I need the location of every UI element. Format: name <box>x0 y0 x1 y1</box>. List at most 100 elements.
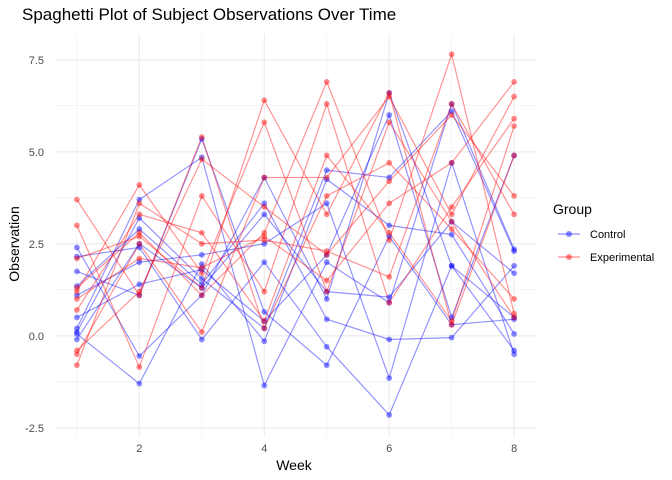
experimental-subject-3-point <box>323 248 330 255</box>
experimental-subject-10-point <box>386 93 393 100</box>
experimental-subject-4-point <box>73 288 80 295</box>
control-subject-3-point <box>73 336 80 343</box>
experimental-subject-8-point <box>73 285 80 291</box>
experimental-subject-3-point <box>386 274 393 280</box>
axis-layer: 2 4 6 8 -2.5 0.0 2.5 5.0 7.5 <box>25 55 517 455</box>
legend-item-experimental: Experimental <box>558 252 654 264</box>
experimental-subject-10-line <box>76 95 515 355</box>
experimental-subject-9-point <box>73 296 80 302</box>
control-subject-9-point <box>261 325 268 332</box>
control-subject-5-point <box>136 259 143 266</box>
control-subject-10-point <box>511 347 518 354</box>
control-subject-6-line <box>76 178 515 385</box>
experimental-subject-5-point <box>386 229 393 236</box>
y-axis-title: Observation <box>6 206 22 281</box>
control-subject-4-point <box>136 292 143 299</box>
control-subject-6-point <box>511 331 518 337</box>
y-tick-label: -2.5 <box>25 423 44 435</box>
x-tick-label: 2 <box>136 443 142 455</box>
legend-title: Group <box>553 201 592 217</box>
control-subject-2-point <box>73 325 80 332</box>
control-subject-1-point <box>261 174 268 181</box>
experimental-subject-1-point <box>73 196 80 203</box>
experimental-subject-1-point <box>136 292 143 299</box>
control-subject-1-point <box>386 89 393 96</box>
experimental-subject-7-point <box>261 204 268 210</box>
control-subject-2-point <box>386 299 393 306</box>
chart-title: Spaghetti Plot of Subject Observations O… <box>22 5 396 24</box>
experimental-subject-4-point <box>511 314 518 321</box>
control-subject-3-point <box>511 270 518 277</box>
control-subject-5-point <box>323 200 330 207</box>
control-subject-3-point <box>323 288 330 295</box>
experimental-subject-7-point <box>386 178 393 185</box>
control-subject-4-point <box>73 268 80 275</box>
experimental-subject-10-point <box>448 211 455 218</box>
control-subject-5-point <box>386 375 393 382</box>
experimental-subject-3-point <box>198 240 205 247</box>
experimental-subject-4-point <box>198 270 205 277</box>
control-subject-1-point <box>448 262 455 269</box>
control-subject-6-point <box>73 331 80 337</box>
control-subject-8-line <box>76 202 515 341</box>
experimental-subject-1-point <box>448 226 455 232</box>
control-subject-9-point <box>73 329 80 336</box>
control-subject-9-point <box>323 167 330 174</box>
control-subject-8-point <box>511 262 518 269</box>
experimental-subject-9-point <box>511 78 518 85</box>
legend-label-control: Control <box>590 229 625 241</box>
control-subject-4-point <box>448 321 455 328</box>
control-subject-8-point <box>198 281 205 288</box>
experimental-subject-2-point <box>136 364 143 370</box>
experimental-subject-7-point <box>323 251 330 258</box>
control-subject-1-point <box>511 314 518 321</box>
control-subject-4-line <box>76 137 515 367</box>
experimental-subject-2-point <box>261 288 268 295</box>
control-subject-3-point <box>136 240 143 247</box>
experimental-subject-3-point <box>448 101 455 107</box>
control-subject-7-line <box>76 113 515 322</box>
control-subject-8-point <box>323 316 330 323</box>
x-tick-label: 8 <box>511 443 517 455</box>
experimental-subject-2-point <box>73 222 80 229</box>
control-subject-9-point <box>198 275 205 282</box>
experimental-subject-8-point <box>323 78 330 85</box>
control-subject-2-point <box>136 196 143 203</box>
experimental-subject-4-point <box>323 288 330 295</box>
control-subject-10-point <box>448 262 455 269</box>
experimental-subject-8-point <box>511 310 518 317</box>
control-subject-8-point <box>448 334 455 341</box>
experimental-subject-6-point <box>511 152 518 159</box>
experimental-subject-6-point <box>386 89 393 96</box>
control-subject-8-point <box>386 336 393 343</box>
legend-key-point-control <box>566 231 572 237</box>
control-subject-3-point <box>448 218 455 225</box>
control-subject-2-point <box>198 154 205 161</box>
control-subject-10-point <box>198 336 205 343</box>
control-subject-3-point <box>261 211 268 218</box>
control-subject-4-point <box>323 362 330 369</box>
control-subject-6-point <box>448 231 455 238</box>
control-subject-1-point <box>323 296 330 302</box>
series-layer <box>73 51 518 418</box>
control-subject-5-point <box>448 159 455 166</box>
control-subject-2-line <box>76 102 515 388</box>
control-subject-1-point <box>198 292 205 299</box>
experimental-subject-6-point <box>323 211 330 218</box>
experimental-subject-1-point <box>261 325 268 332</box>
experimental-subject-10-point <box>323 174 330 181</box>
experimental-subject-9-point <box>261 233 268 240</box>
control-subject-1-point <box>136 353 143 359</box>
control-subject-9-line <box>76 110 515 333</box>
control-subject-10-point <box>73 253 80 260</box>
experimental-subject-5-point <box>198 229 205 236</box>
experimental-subject-1-point <box>386 159 393 166</box>
experimental-subject-7-point <box>136 288 143 295</box>
control-subject-2-point <box>261 382 268 389</box>
control-subject-10-point <box>323 343 330 350</box>
control-subject-7-point <box>136 281 143 288</box>
control-subject-8-point <box>136 226 143 232</box>
control-subject-5-line <box>76 160 515 381</box>
control-subject-7-point <box>511 152 518 159</box>
